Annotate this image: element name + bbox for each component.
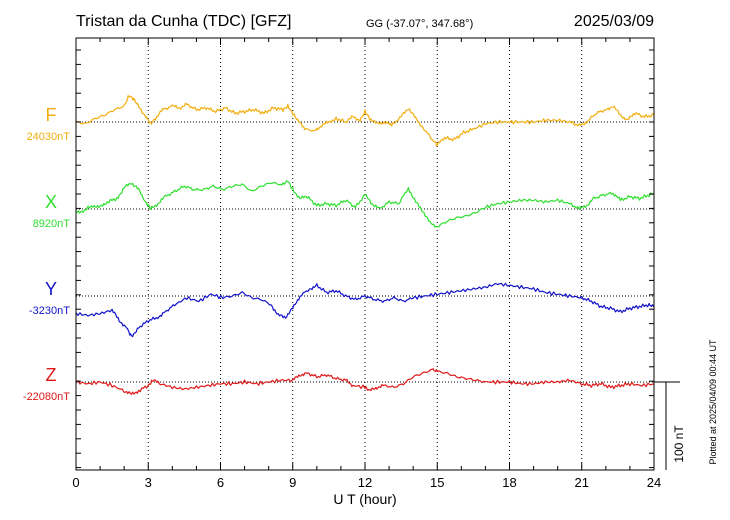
series-name-X: X [45, 192, 57, 212]
series-name-Z: Z [46, 365, 57, 385]
series-baseline-label-Z: -22080nT [23, 391, 70, 403]
series-baseline-label-Y: -3230nT [29, 305, 70, 317]
scale-bar-label: 100 nT [672, 425, 686, 463]
series-name-F: F [46, 105, 57, 125]
chart-date: 2025/03/09 [574, 13, 654, 30]
grid-lines [76, 38, 654, 470]
x-axis: 0 3 6 9 12 15 18 21 24 [72, 38, 661, 490]
series-line-F [75, 94, 655, 147]
x-tick-label-21: 21 [575, 475, 589, 490]
x-tick-label-24: 24 [647, 475, 661, 490]
x-tick-label-15: 15 [430, 475, 444, 490]
series-line-Z [75, 368, 655, 395]
x-axis-label: U T (hour) [333, 491, 396, 507]
series-line-X [75, 180, 655, 228]
x-tick-label-9: 9 [289, 475, 296, 490]
series-name-Y: Y [45, 279, 57, 299]
series-baseline-label-X: 8920nT [33, 218, 71, 230]
x-tick-label-0: 0 [72, 475, 79, 490]
station-coordinates: GG (-37.07°, 347.68°) [366, 18, 473, 30]
x-tick-label-3: 3 [145, 475, 152, 490]
x-tick-label-12: 12 [358, 475, 372, 490]
station-title: Tristan da Cunha (TDC) [GFZ] [76, 13, 291, 30]
plotted-timestamp-note: Plotted at 2025/04/09 00:44 UT [708, 339, 718, 465]
x-tick-label-6: 6 [217, 475, 224, 490]
scale-bar: 100 nT [654, 381, 686, 470]
series-line-Y [75, 282, 655, 338]
x-tick-label-18: 18 [502, 475, 516, 490]
series-baseline-label-F: 24030nT [27, 131, 71, 143]
series-layer [75, 94, 655, 395]
series-labels: F 24030nT X 8920nT Y -3230nT Z -22080nT [23, 105, 70, 403]
